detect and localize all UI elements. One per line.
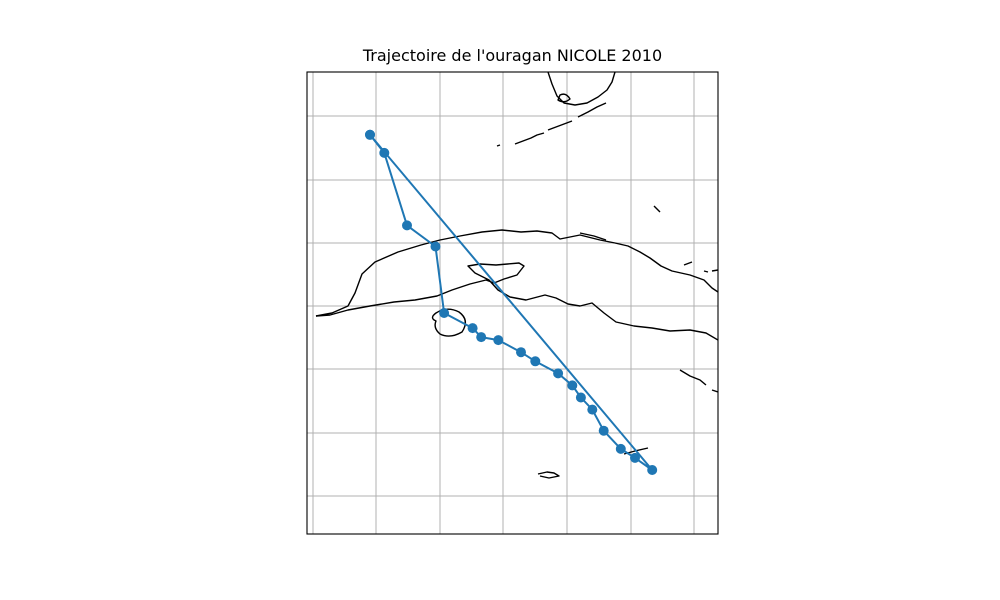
hurricane-track — [365, 129, 658, 475]
coast-keys-4 — [496, 144, 501, 147]
track-point-10 — [530, 356, 541, 367]
coast-cay-3 — [703, 270, 709, 273]
coast-keys-1 — [514, 132, 545, 145]
track-point-6 — [467, 323, 478, 334]
track-point-4 — [430, 241, 441, 252]
coast-cay-2 — [683, 261, 693, 266]
track-point-5 — [439, 308, 450, 318]
coast-jamaica-1 — [679, 369, 707, 386]
coast-andros — [653, 205, 661, 213]
coast-cuba-south — [315, 262, 718, 341]
track-point-9 — [516, 347, 526, 358]
track-point-11 — [553, 368, 564, 379]
track-point-16 — [615, 443, 626, 454]
track-point-2 — [379, 147, 390, 158]
coast-jamaica-2 — [711, 389, 718, 393]
track-point-13 — [575, 392, 586, 403]
coast-florida-bay — [557, 93, 571, 103]
track-point-8 — [493, 335, 504, 346]
track-point-3 — [402, 220, 412, 231]
graticule — [307, 72, 718, 534]
track-point-18 — [647, 465, 658, 475]
coast-keys-3 — [577, 102, 607, 118]
track-line — [369, 134, 654, 471]
coastlines — [315, 72, 718, 479]
coast-cay-4 — [711, 269, 718, 272]
track-point-7 — [476, 332, 487, 343]
map-title: Trajectoire de l'ouragan NICOLE 2010 — [362, 46, 663, 65]
map-frame — [306, 71, 719, 535]
track-point-17 — [630, 452, 640, 463]
coast-cay-1 — [579, 232, 607, 241]
track-point-14 — [587, 404, 598, 415]
coast-cuba-north — [315, 229, 718, 317]
track-point-12 — [567, 380, 578, 391]
track-point-19 — [365, 129, 375, 140]
track-point-15 — [598, 425, 609, 436]
coast-cayman-1 — [537, 471, 560, 479]
coast-keys-2 — [547, 120, 573, 131]
coast-florida — [547, 72, 616, 106]
coast-isla-juventud — [431, 308, 467, 337]
